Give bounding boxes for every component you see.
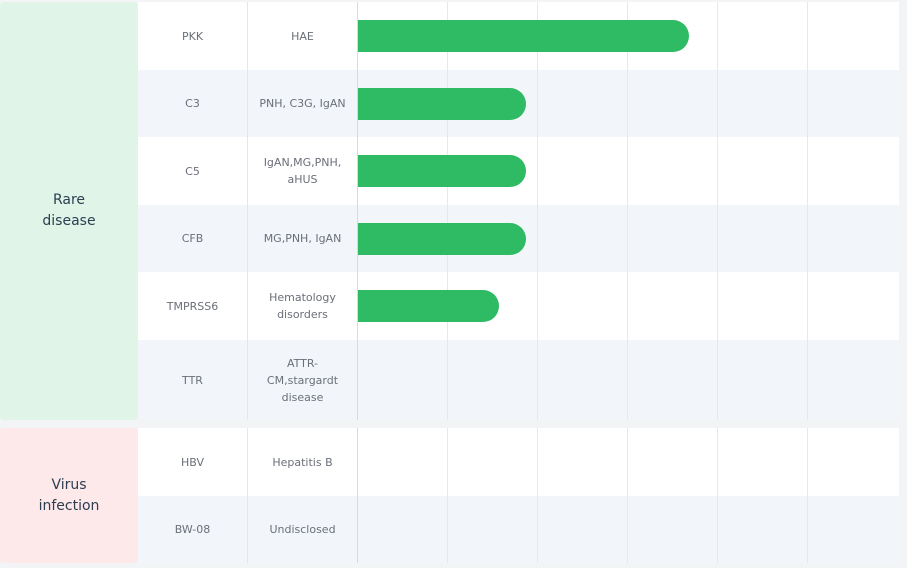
stage-gridline xyxy=(447,340,448,420)
progress-bar xyxy=(358,290,499,322)
target-cell: CFB xyxy=(138,205,248,272)
progress-bar xyxy=(358,155,526,187)
stage-gridline xyxy=(717,428,718,496)
stage-gridline xyxy=(447,496,448,563)
stage-gridline xyxy=(807,496,808,563)
progress-track xyxy=(358,2,899,70)
table-row: TTR ATTR- CM,stargardt disease xyxy=(138,340,899,420)
stage-gridline xyxy=(627,340,628,420)
progress-track xyxy=(358,340,899,420)
stage-gridline xyxy=(627,70,628,137)
indication-cell: PNH, C3G, IgAN xyxy=(248,70,358,137)
progress-track xyxy=(358,137,899,205)
stage-gridline xyxy=(807,205,808,272)
stage-gridline xyxy=(717,496,718,563)
category-label-line: Virus xyxy=(51,476,87,493)
indication-cell: Hematology disorders xyxy=(248,272,358,340)
indication-line: disease xyxy=(281,390,324,404)
table-row: C5 IgAN,MG,PNH, aHUS xyxy=(138,137,899,205)
category-label-line: infection xyxy=(38,497,100,514)
stage-gridline xyxy=(627,428,628,496)
category-label-line: disease xyxy=(42,213,96,229)
stage-gridline xyxy=(537,496,538,563)
indication-line: Hepatitis B xyxy=(272,455,333,469)
progress-track xyxy=(358,70,899,137)
stage-gridline xyxy=(537,137,538,205)
stage-gridline xyxy=(537,272,538,340)
stage-gridline xyxy=(717,272,718,340)
indication-line: CM,stargardt xyxy=(266,373,339,387)
category-label: Virus infection xyxy=(0,428,138,563)
category-label: Rare disease xyxy=(0,2,138,420)
indication-line: Undisclosed xyxy=(269,523,336,536)
target-cell: C5 xyxy=(138,137,248,205)
stage-gridline xyxy=(807,340,808,420)
indication-cell: HAE xyxy=(248,2,358,70)
indication-cell: ATTR- CM,stargardt disease xyxy=(248,340,358,420)
table-row: PKK HAE xyxy=(138,2,899,70)
stage-gridline xyxy=(447,428,448,496)
table-row: C3 PNH, C3G, IgAN xyxy=(138,70,899,137)
table-row: TMPRSS6 Hematology disorders xyxy=(138,272,899,340)
stage-gridline xyxy=(537,70,538,137)
target-cell: TTR xyxy=(138,340,248,420)
indication-line: HAE xyxy=(291,29,314,43)
stage-gridline xyxy=(807,137,808,205)
table-row: BW-08 Undisclosed xyxy=(138,496,899,563)
table-row: HBV Hepatitis B xyxy=(138,428,899,496)
target-cell: BW-08 xyxy=(138,496,248,563)
progress-track xyxy=(358,272,899,340)
indication-line: IgAN,MG,PNH, xyxy=(263,156,342,169)
stage-gridline xyxy=(717,205,718,272)
stage-gridline xyxy=(537,428,538,496)
progress-track xyxy=(358,205,899,272)
indication-line: Hematology xyxy=(269,291,336,304)
indication-line: disorders xyxy=(277,308,328,321)
stage-gridline xyxy=(627,272,628,340)
category-group: Rare disease PKK HAE C3 PNH, C3G, IgAN C5 IgAN,… xyxy=(0,2,899,420)
category-label-line: Rare xyxy=(52,192,86,208)
progress-track xyxy=(358,428,899,496)
indication-cell: Undisclosed xyxy=(248,496,358,563)
target-cell: PKK xyxy=(138,2,248,70)
stage-gridline xyxy=(537,205,538,272)
target-cell: TMPRSS6 xyxy=(138,272,248,340)
stage-gridline xyxy=(807,428,808,496)
progress-bar xyxy=(358,20,689,52)
progress-track xyxy=(358,496,899,563)
stage-gridline xyxy=(627,205,628,272)
progress-bar xyxy=(358,222,526,255)
indication-line: aHUS xyxy=(287,173,318,186)
target-cell: C3 xyxy=(138,70,248,137)
stage-gridline xyxy=(627,137,628,205)
indication-cell: Hepatitis B xyxy=(248,428,358,496)
indication-line: PNH, C3G, IgAN xyxy=(259,97,346,110)
target-cell: HBV xyxy=(138,428,248,496)
stage-gridline xyxy=(717,2,718,70)
category-group: Virus infection HBV Hepatitis B BW-08 Undiscl… xyxy=(0,428,899,563)
stage-gridline xyxy=(537,340,538,420)
stage-gridline xyxy=(807,70,808,137)
indication-line: ATTR- xyxy=(286,356,319,370)
progress-bar xyxy=(358,87,526,120)
stage-gridline xyxy=(717,137,718,205)
table-row: CFB MG,PNH, IgAN xyxy=(138,205,899,272)
indication-cell: IgAN,MG,PNH, aHUS xyxy=(248,137,358,205)
indication-cell: MG,PNH, IgAN xyxy=(248,205,358,272)
stage-gridline xyxy=(807,272,808,340)
indication-line: MG,PNH, IgAN xyxy=(263,232,342,245)
stage-gridline xyxy=(627,496,628,563)
stage-gridline xyxy=(717,340,718,420)
stage-gridline xyxy=(807,2,808,70)
stage-gridline xyxy=(717,70,718,137)
